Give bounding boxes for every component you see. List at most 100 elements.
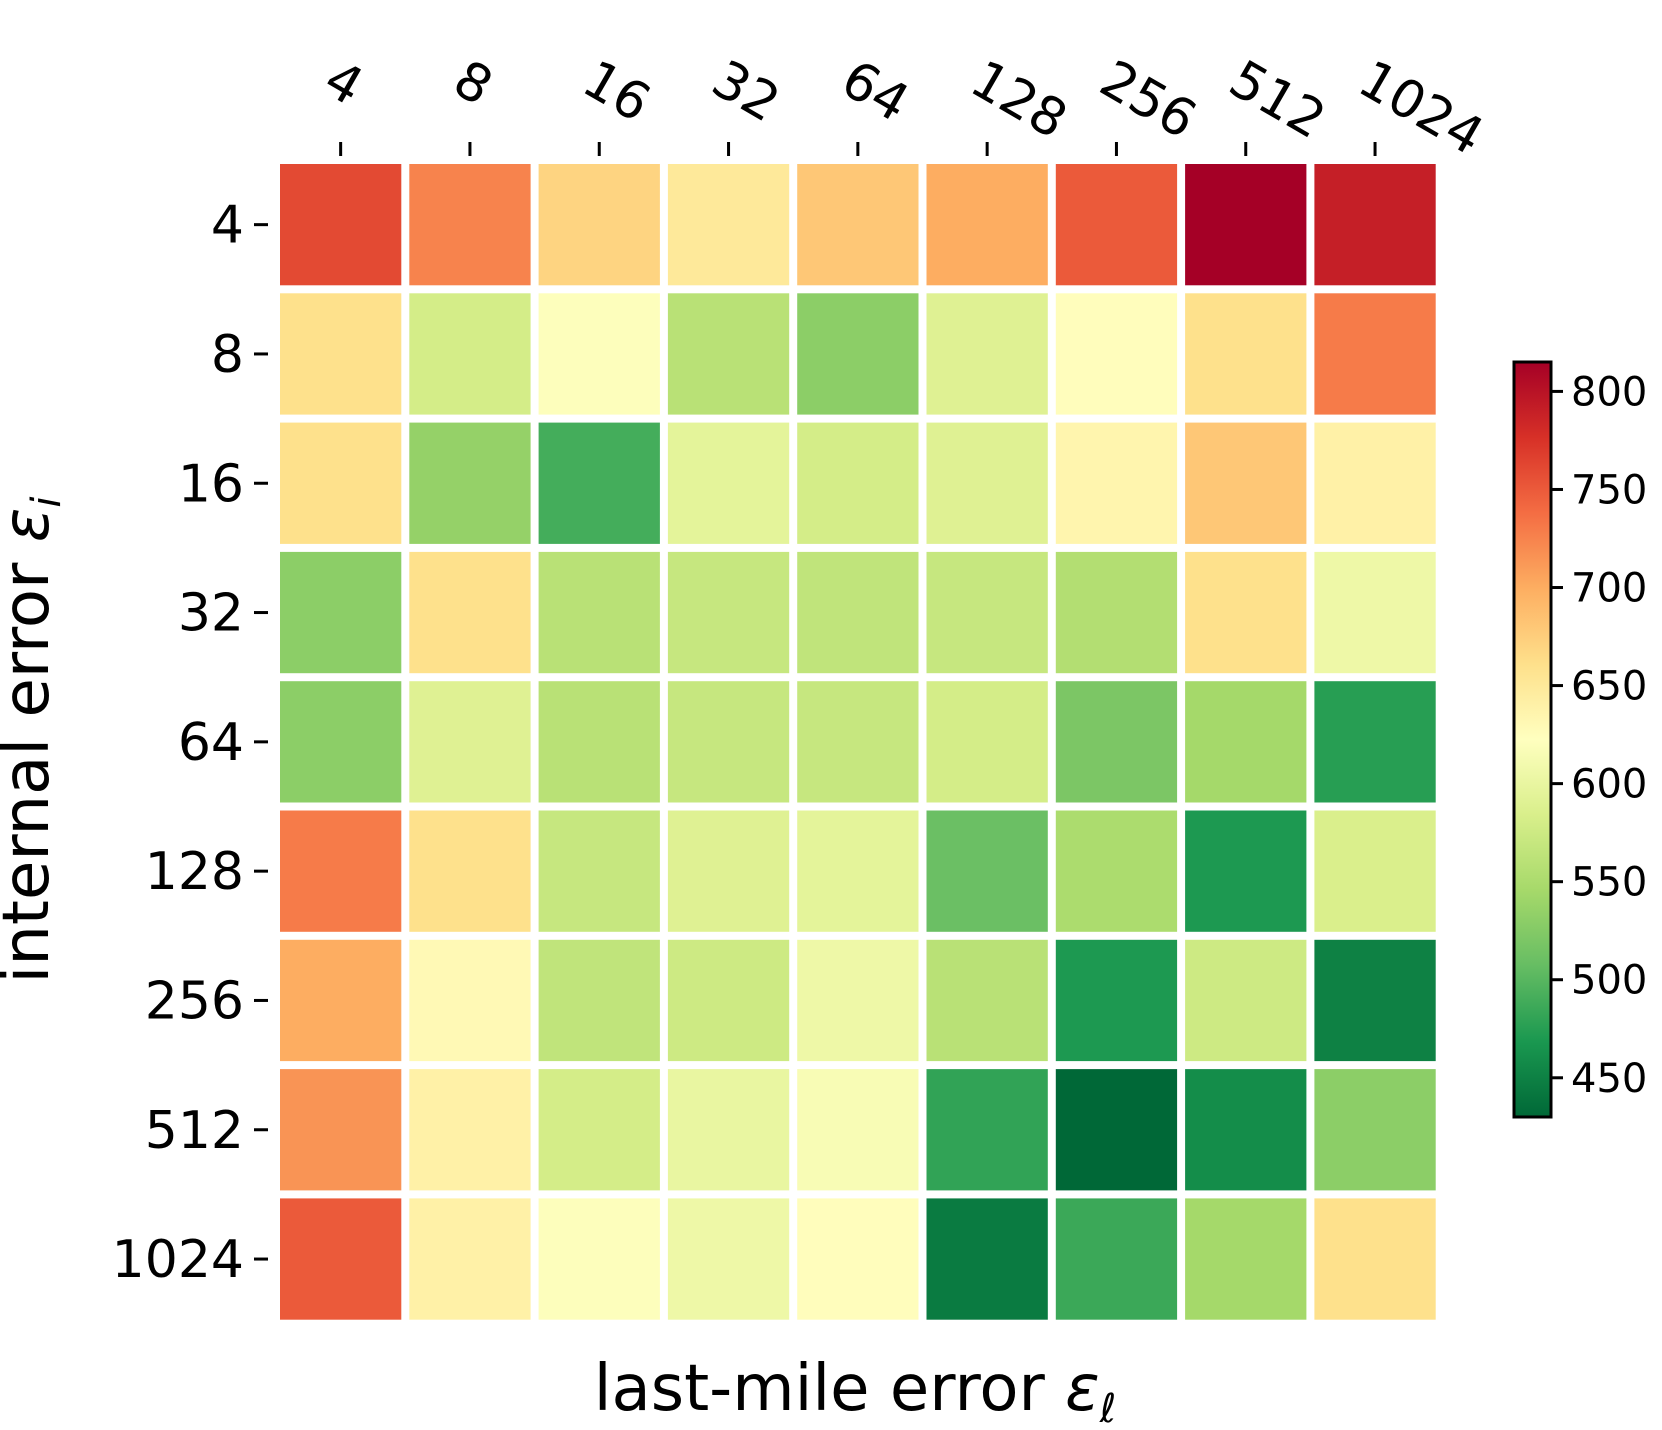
colorbar-ticks: 450 500 550 600 650 700 750 800 <box>1551 369 1647 1102</box>
heatmap-cell <box>797 164 919 286</box>
heatmap-cell <box>409 164 531 286</box>
heatmap-cell <box>280 681 402 803</box>
x-tick-label: 16 <box>573 49 660 134</box>
colorbar-tick-label: 750 <box>1571 467 1647 513</box>
heatmap-cell <box>409 551 531 674</box>
heatmap-cell <box>926 164 1048 286</box>
heatmap-cell <box>538 681 660 803</box>
x-tick-label: 8 <box>443 49 502 118</box>
heatmap-cell <box>926 681 1048 803</box>
heatmap-cell <box>1185 293 1307 415</box>
heatmap-cell <box>667 551 790 674</box>
y-axis-label: internal error εi <box>0 497 70 984</box>
heatmap-cell <box>797 810 919 932</box>
heatmap-cell <box>1185 422 1307 544</box>
heatmap-cell <box>667 422 790 544</box>
y-tick-label: 32 <box>178 584 244 644</box>
colorbar-tick-label: 500 <box>1571 958 1647 1004</box>
heatmap-cell <box>797 293 919 415</box>
heatmap-cell <box>1314 164 1436 286</box>
y-tick-label: 1024 <box>112 1230 244 1290</box>
x-tick-label: 256 <box>1090 49 1206 151</box>
heatmap-cell <box>1055 1198 1178 1320</box>
heatmap-cell <box>1314 939 1436 1062</box>
heatmap-cell <box>1314 293 1436 415</box>
y-tick-label: 8 <box>211 325 244 385</box>
colorbar-tick-label: 450 <box>1571 1056 1647 1102</box>
heatmap-cell <box>538 551 660 674</box>
heatmap-cell <box>1314 810 1436 932</box>
heatmap-cell <box>538 422 660 544</box>
colorbar-tick-label: 700 <box>1571 566 1647 612</box>
colorbar-tick-label: 800 <box>1571 369 1647 415</box>
heatmap-cell <box>409 1198 531 1320</box>
heatmap-cell <box>926 1069 1048 1191</box>
colorbar-tick-label: 650 <box>1571 664 1647 710</box>
heatmap-cell <box>1185 1069 1307 1191</box>
y-tick-label: 512 <box>145 1101 244 1161</box>
heatmap-cell <box>1185 939 1307 1062</box>
heatmap-cell <box>1314 681 1436 803</box>
colorbar-tick-label: 600 <box>1571 762 1647 808</box>
x-tick-label: 4 <box>314 49 373 118</box>
heatmap-cell <box>538 1069 660 1191</box>
heatmap-cell <box>280 293 402 415</box>
heatmap-cell <box>1055 1069 1178 1191</box>
x-tick-label: 64 <box>831 49 918 134</box>
heatmap-cell <box>1314 422 1436 544</box>
heatmap-cell <box>280 810 402 932</box>
heatmap-cell <box>409 681 531 803</box>
heatmap-cell <box>1185 1198 1307 1320</box>
heatmap-cell <box>1185 551 1307 674</box>
heatmap-cell <box>538 939 660 1062</box>
heatmap-cells <box>280 164 1436 1320</box>
heatmap-cell <box>1055 164 1178 286</box>
heatmap-cell <box>280 1069 402 1191</box>
heatmap-cell <box>667 293 790 415</box>
y-tick-label: 128 <box>145 842 244 902</box>
heatmap-cell <box>926 939 1048 1062</box>
heatmap-cell <box>538 810 660 932</box>
heatmap-cell <box>1314 1198 1436 1320</box>
heatmap-cell <box>409 1069 531 1191</box>
colorbar: 450 500 550 600 650 700 750 800 <box>1512 360 1647 1119</box>
y-tick-label: 64 <box>178 713 244 773</box>
heatmap-cell <box>1314 1069 1436 1191</box>
heatmap-cell <box>1055 939 1178 1062</box>
heatmap-cell <box>667 1069 790 1191</box>
colorbar-bar <box>1512 360 1553 1119</box>
heatmap-cell <box>1055 681 1178 803</box>
heatmap-cell <box>797 681 919 803</box>
heatmap-cell <box>1055 810 1178 932</box>
heatmap-cell <box>280 422 402 544</box>
y-tick-label: 256 <box>145 971 244 1031</box>
heatmap-cell <box>926 422 1048 544</box>
heatmap-cell <box>1185 164 1307 286</box>
heatmap-cell <box>926 810 1048 932</box>
heatmap-cell <box>280 1198 402 1320</box>
heatmap-cell <box>926 1198 1048 1320</box>
heatmap-cell <box>667 810 790 932</box>
y-tick-label: 4 <box>211 196 244 256</box>
heatmap-cell <box>409 422 531 544</box>
heatmap-cell <box>797 422 919 544</box>
heatmap-cell <box>667 681 790 803</box>
heatmap-cell <box>280 551 402 674</box>
y-tick-label: 16 <box>178 454 244 514</box>
y-axis-ticks: 4 8 16 32 64 128 256 512 1024 <box>112 196 268 1290</box>
heatmap-cell <box>667 1198 790 1320</box>
heatmap-cell <box>409 810 531 932</box>
x-axis-label: last-mile error εℓ <box>594 1352 1117 1430</box>
x-tick-label: 128 <box>961 49 1077 151</box>
heatmap-cell <box>926 551 1048 674</box>
x-axis-ticks: 4 8 16 32 64 128 256 512 1024 <box>314 49 1493 167</box>
heatmap-cell <box>667 164 790 286</box>
heatmap-cell <box>409 293 531 415</box>
heatmap-cell <box>667 939 790 1062</box>
heatmap-cell <box>1185 681 1307 803</box>
x-tick-label: 512 <box>1219 49 1335 151</box>
heatmap-cell <box>1055 293 1178 415</box>
heatmap-cell <box>926 293 1048 415</box>
heatmap-cell <box>538 1198 660 1320</box>
